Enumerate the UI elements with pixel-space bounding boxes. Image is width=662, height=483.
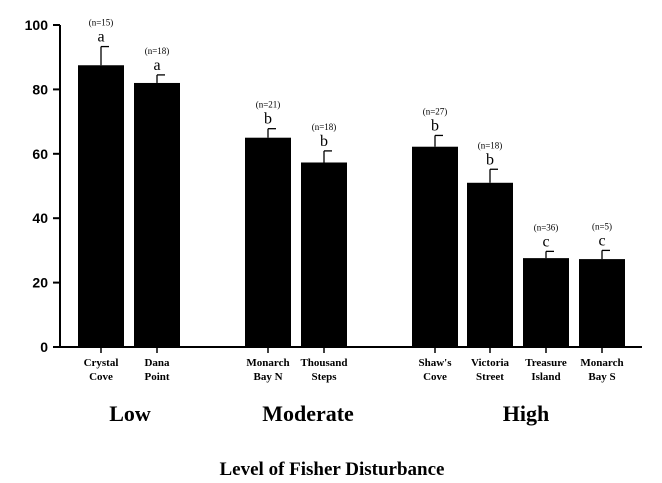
sample-size-label: (n=5): [592, 221, 612, 231]
bar: [301, 162, 347, 347]
category-label-line2: Cove: [89, 371, 113, 383]
category-label-line2: Cove: [423, 371, 447, 383]
significance-letter: b: [431, 117, 439, 134]
y-tick-label: 100: [25, 17, 49, 33]
labels: a(n=15)CrystalCovea(n=18)DanaPointb(n=21…: [84, 18, 624, 426]
category-label-line2: Bay N: [253, 371, 282, 383]
sample-size-label: (n=27): [423, 106, 448, 116]
sample-size-label: (n=15): [89, 18, 114, 28]
sample-size-label: (n=18): [145, 46, 170, 56]
bar: [245, 137, 291, 347]
sample-size-label: (n=21): [256, 100, 281, 110]
significance-letter: b: [486, 151, 494, 168]
sample-size-label: (n=18): [312, 122, 337, 132]
category-label-line2: Steps: [311, 371, 337, 383]
category-label-line1: Dana: [144, 357, 170, 369]
significance-letter: a: [97, 29, 104, 46]
group-label: High: [503, 401, 549, 426]
category-label-line1: Thousand: [300, 357, 347, 369]
x-axis-title: Level of Fisher Disturbance: [220, 459, 445, 480]
group-label: Moderate: [262, 401, 354, 426]
y-tick-label: 60: [32, 146, 48, 162]
bar: [412, 146, 458, 347]
y-tick-label: 40: [32, 210, 48, 226]
category-label-line2: Point: [144, 371, 169, 383]
significance-letter: b: [264, 111, 272, 128]
category-label-line2: Bay S: [588, 371, 615, 383]
category-label-line1: Monarch: [246, 357, 289, 369]
significance-letter: c: [598, 232, 605, 249]
group-label: Low: [109, 401, 151, 426]
bar: [579, 259, 625, 347]
category-label-line1: Shaw's: [418, 357, 452, 369]
significance-letter: b: [320, 133, 328, 150]
sample-size-label: (n=36): [534, 222, 559, 232]
sample-size-label: (n=18): [478, 140, 503, 150]
significance-letter: c: [542, 233, 549, 250]
bar: [523, 258, 569, 347]
category-label-line2: Island: [531, 371, 560, 383]
y-tick-label: 20: [32, 275, 48, 291]
y-tick-label: 80: [32, 81, 48, 97]
bars: [78, 45, 625, 348]
significance-letter: a: [153, 57, 160, 74]
bar: [134, 82, 180, 348]
category-label-line1: Crystal: [84, 357, 119, 369]
bar: [78, 65, 124, 347]
category-label-line1: Monarch: [580, 357, 623, 369]
bar: [467, 182, 513, 347]
category-label-line1: Treasure: [525, 357, 567, 369]
category-label-line1: Victoria: [471, 357, 510, 369]
y-tick-label: 0: [40, 339, 48, 355]
category-label-line2: Street: [476, 371, 504, 383]
